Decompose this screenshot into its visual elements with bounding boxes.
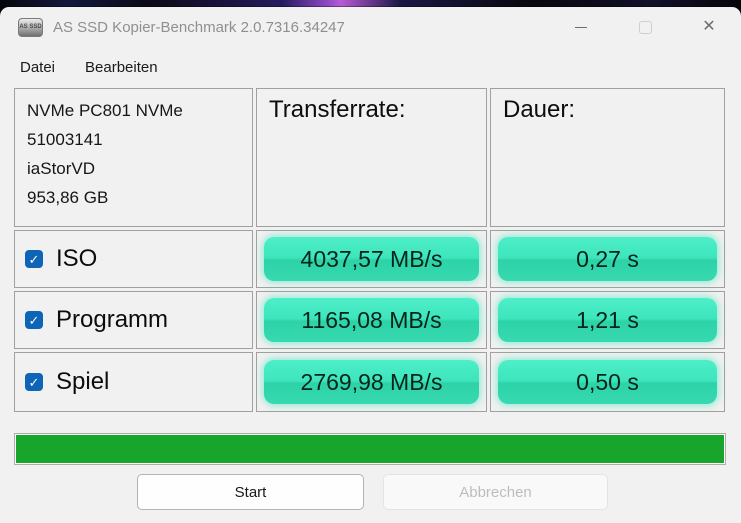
iso-duration-cell: 0,27 s (490, 230, 725, 288)
programm-rate-cell: 1165,08 MB/s (256, 291, 487, 349)
menubar: Datei Bearbeiten (0, 47, 741, 88)
app-icon: AS SSD (18, 17, 43, 37)
header-dauer: Dauer: (490, 88, 725, 227)
maximize-icon (638, 20, 652, 34)
row-label-spiel: Spiel (56, 368, 110, 395)
table-row-programm-label-cell: ✓ Programm (14, 291, 253, 349)
spiel-checkbox[interactable]: ✓ (25, 373, 43, 391)
app-window: AS SSD AS SSD Kopier-Benchmark 2.0.7316.… (0, 7, 741, 523)
programm-rate-value: 1165,08 MB/s (264, 298, 479, 342)
programm-checkbox[interactable]: ✓ (25, 311, 43, 329)
spiel-rate-cell: 2769,98 MB/s (256, 352, 487, 412)
check-icon: ✓ (28, 251, 40, 267)
abbrechen-button[interactable]: Abbrechen (383, 474, 608, 510)
close-icon: ✕ (702, 18, 716, 35)
device-serial: 51003141 (27, 130, 103, 149)
window-title: AS SSD Kopier-Benchmark 2.0.7316.34247 (53, 18, 345, 36)
check-icon: ✓ (28, 312, 40, 328)
iso-duration-value: 0,27 s (498, 237, 717, 281)
iso-rate-cell: 4037,57 MB/s (256, 230, 487, 288)
progress-fill (16, 435, 724, 463)
close-button[interactable]: ✕ (677, 7, 741, 47)
check-icon: ✓ (28, 374, 40, 390)
progress-bar (14, 433, 726, 465)
benchmark-table: NVMe PC801 NVMe 51003141 iaStorVD 953,86… (14, 88, 725, 412)
menu-item-bearbeiten[interactable]: Bearbeiten (85, 59, 158, 76)
device-info-cell: NVMe PC801 NVMe 51003141 iaStorVD 953,86… (14, 88, 253, 227)
menu-item-datei[interactable]: Datei (20, 59, 56, 76)
header-transferrate: Transferrate: (256, 88, 487, 227)
table-row-iso-label-cell: ✓ ISO (14, 230, 253, 288)
start-button[interactable]: Start (137, 474, 364, 510)
minimize-button[interactable] (549, 7, 613, 47)
device-name: NVMe PC801 NVMe (27, 101, 183, 120)
minimize-icon (575, 26, 587, 28)
programm-duration-value: 1,21 s (498, 298, 717, 342)
spiel-duration-cell: 0,50 s (490, 352, 725, 412)
device-capacity: 953,86 GB (27, 188, 109, 207)
window-controls: ✕ (549, 7, 741, 47)
row-label-iso: ISO (56, 245, 98, 272)
iso-checkbox[interactable]: ✓ (25, 250, 43, 268)
spiel-duration-value: 0,50 s (498, 360, 717, 404)
table-row-spiel-label-cell: ✓ Spiel (14, 352, 253, 412)
iso-rate-value: 4037,57 MB/s (264, 237, 479, 281)
titlebar: AS SSD AS SSD Kopier-Benchmark 2.0.7316.… (0, 7, 741, 47)
row-label-programm: Programm (56, 306, 169, 333)
device-driver: iaStorVD (27, 159, 96, 178)
maximize-button (613, 7, 677, 47)
spiel-rate-value: 2769,98 MB/s (264, 360, 479, 404)
programm-duration-cell: 1,21 s (490, 291, 725, 349)
app-icon-label: AS SSD (19, 24, 42, 30)
